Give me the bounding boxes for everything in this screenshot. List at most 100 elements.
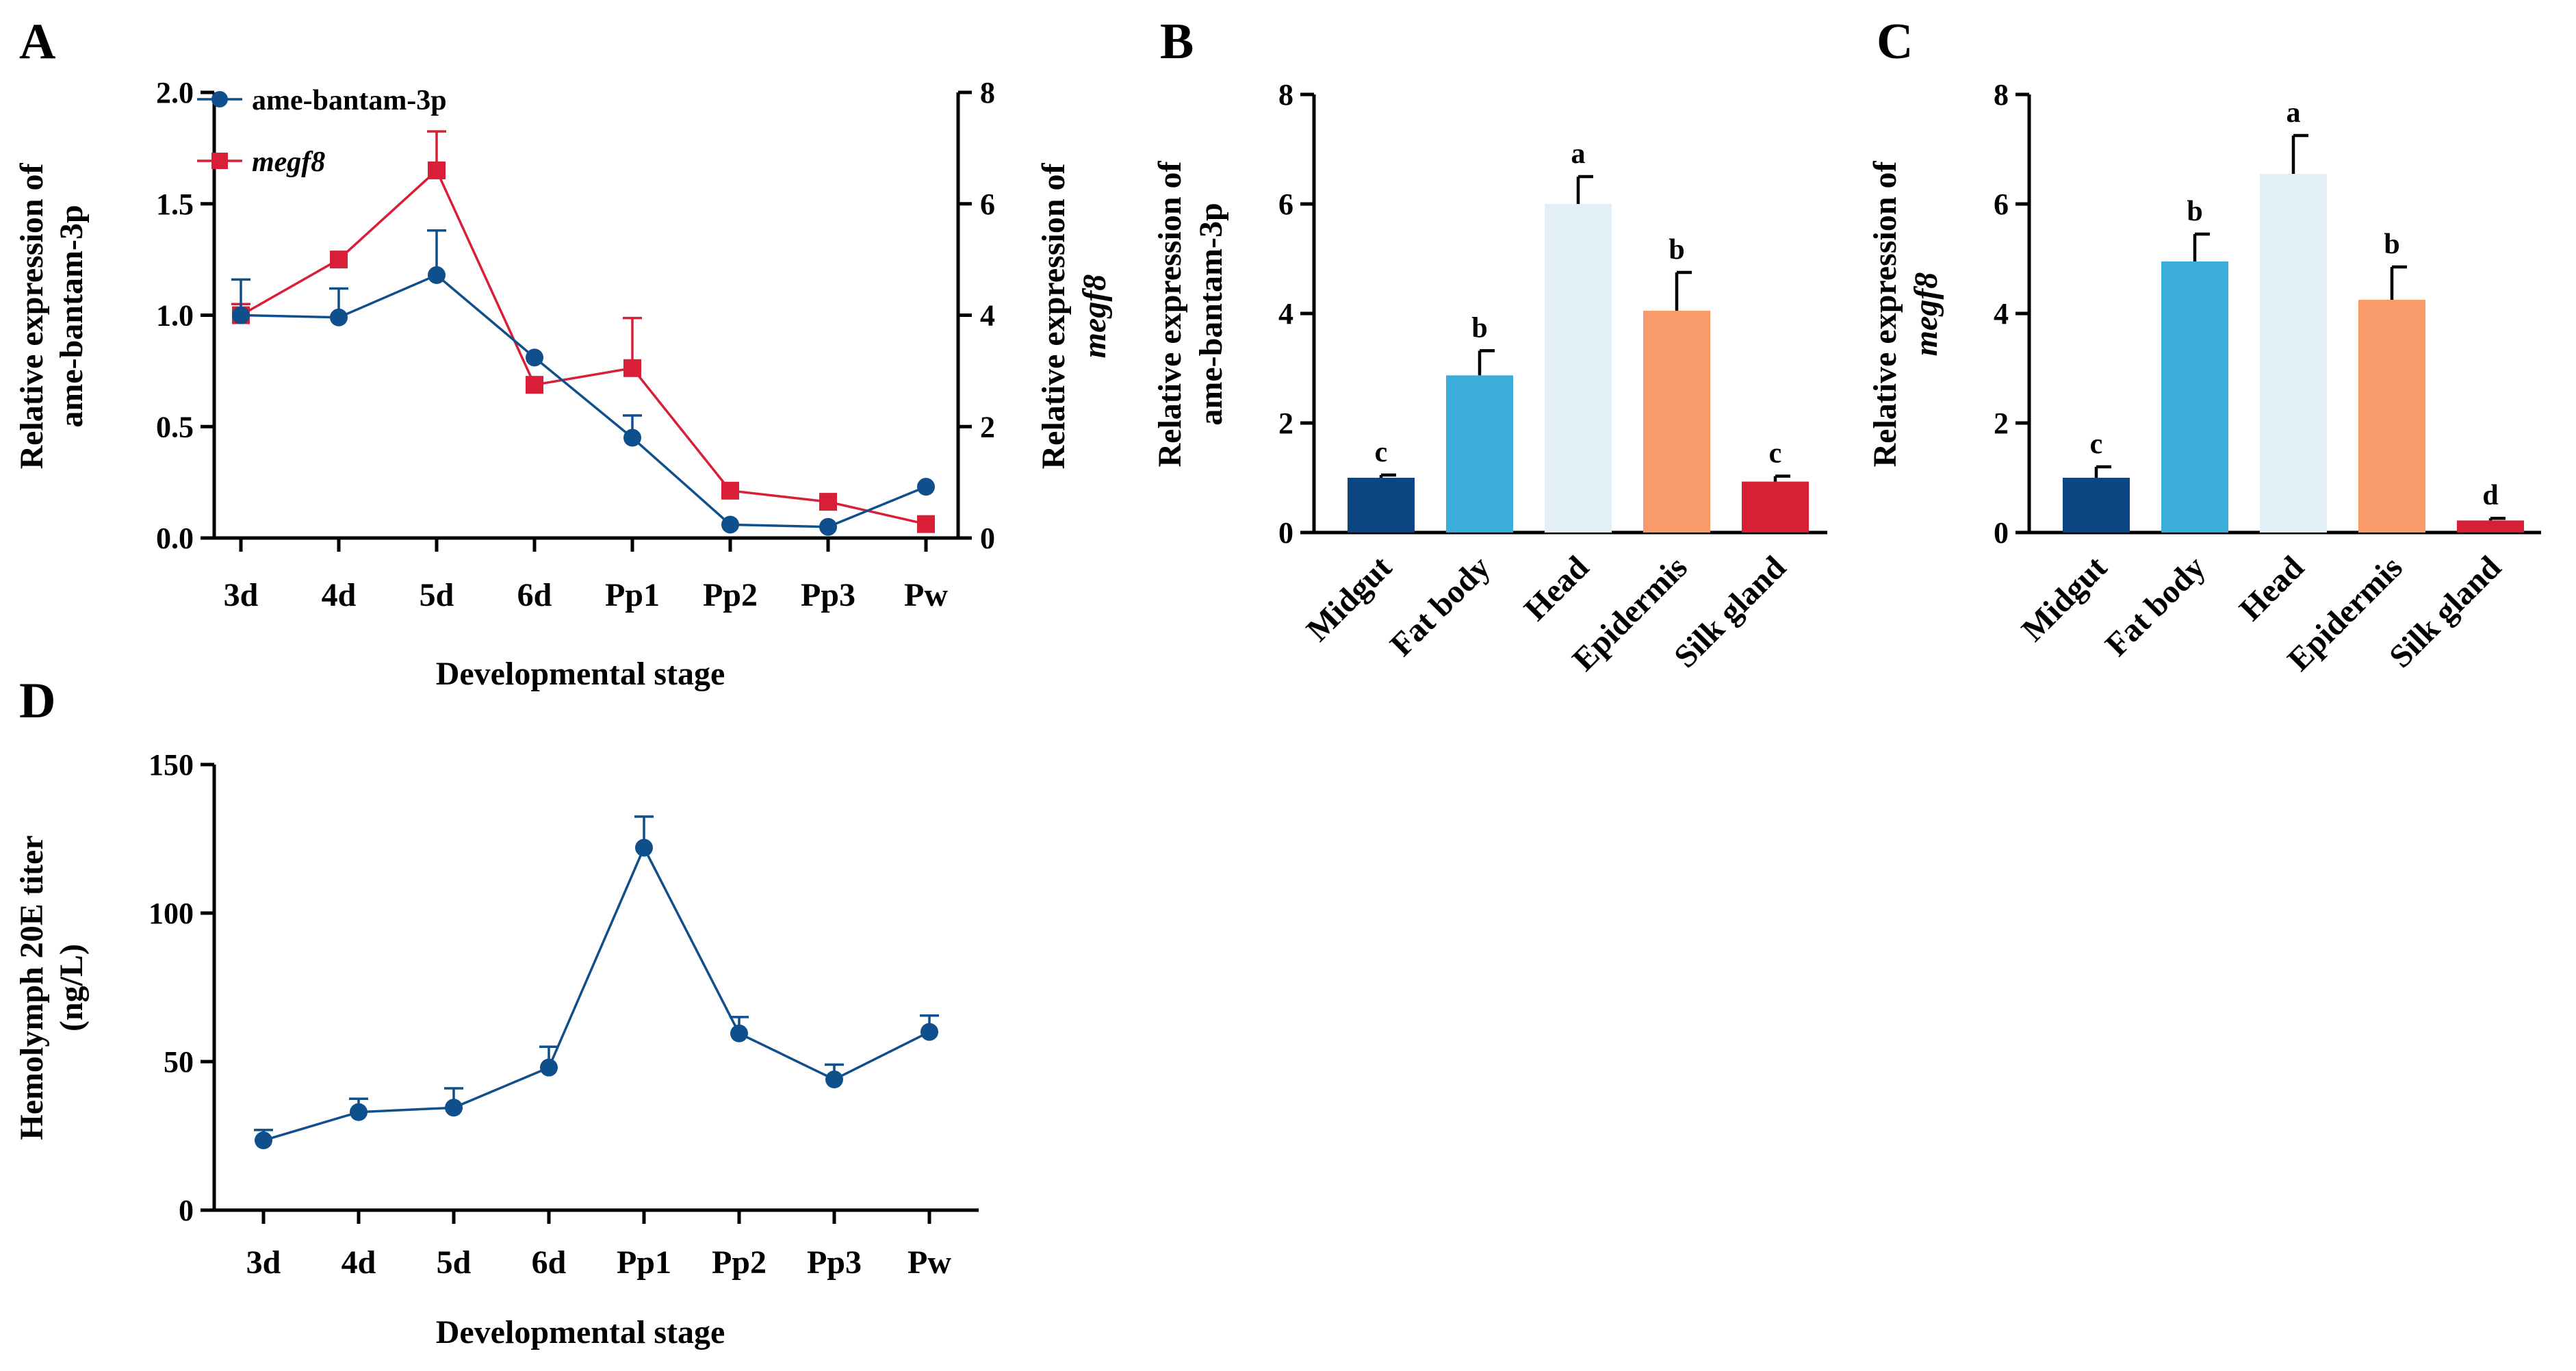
panel-a-right-tick-label-0: 0 [980,522,995,555]
panel-a-bantam-point-0 [232,306,250,324]
panel-b-x-label-0: Midgut [1300,549,1399,648]
panel-a-bantam-point-6 [819,517,837,536]
panel-b-y-tick-label-1: 2 [1278,407,1293,440]
panel-a-bantam-line [240,273,927,528]
panel-d-y-tick-label-3: 150 [149,748,194,782]
panel-c-letter-0: c [2090,428,2103,460]
panel-a-legend: ame-bantam-3p megf8 [197,85,447,178]
panel-b-letter-1: b [1471,312,1487,344]
panel-c-bars: c b a b d [2063,97,2524,533]
panel-d-x-label: Developmental stage [436,1314,725,1350]
panel-a-left-tick-label-1: 0.5 [156,410,194,444]
panel-b-y-tick-label-0: 0 [1278,516,1293,550]
panel-a-x-tick-label-5: Pp2 [703,577,758,613]
panel-c-bar-4 [2457,520,2524,533]
panel-a-megf8-point-3 [526,376,543,394]
panel-d-line [263,845,930,1142]
panel-b-y-tick-label-2: 4 [1278,297,1293,331]
panel-d-y-label-1: Hemolymph 20E titer [14,835,50,1140]
panel-b-y-ticks: 0 2 4 6 8 [1278,78,1314,550]
panel-a-bantam-point-7 [917,478,935,496]
panel-d-y-ticks: 0 50 100 150 [149,748,214,1227]
panel-a-bantam-point-3 [526,348,543,367]
panel-c-x-label-0: Midgut [2015,549,2114,648]
panel-d-x-tick-label-1: 4d [342,1244,376,1281]
panel-b-letter-0: c [1375,437,1388,468]
panel-c-letter-4: d [2482,480,2498,511]
panel-a-bantam-point-2 [428,266,446,284]
legend-marker-megf8 [211,153,228,169]
panel-d-y-tick-label-0: 0 [179,1194,194,1227]
panel-d-series [254,815,939,1150]
panel-a-y-label-right-1: Relative expression of [1035,162,1072,469]
panel-c-y-label-1: Relative expression of [1867,160,1903,467]
panel-c-y-tick-label-1: 2 [1994,407,2009,440]
panel-a-megf8-point-5 [721,481,739,500]
panel-a-x-tick-label-4: Pp1 [605,577,660,613]
legend-label-bantam: ame-bantam-3p [252,85,447,116]
panel-d-x-tick-label-2: 5d [437,1244,472,1281]
panel-b-x-label-1: Fat body [1383,549,1497,663]
panel-b-bar-2 [1545,204,1612,533]
panel-b-letter-4: c [1769,438,1782,470]
panel-a-megf8-point-4 [623,359,641,377]
panel-label-a: A [19,14,55,70]
panel-d-y-label-2: (ng/L) [53,944,90,1032]
panel-c-x-label-1: Fat body [2098,549,2213,663]
panel-b-letter-3: b [1669,234,1684,266]
panel-c-y-tick-label-2: 4 [1994,297,2009,331]
panel-a-left-tick-label-4: 2.0 [156,76,194,110]
panel-d-chart: 0 50 100 150 3d 4d 5d 6d Pp1 Pp2 Pp3 Pw Developmen… [14,748,979,1350]
panel-b-bars: c b a b c [1348,138,1809,533]
panel-a-megf8-line [240,168,927,526]
panel-a-x-tick-label-0: 3d [224,577,259,613]
panel-d-x-tick-label-6: Pp3 [807,1244,862,1281]
panel-d-x-tick-label-3: 6d [532,1244,567,1281]
panel-c-y-tick-label-3: 6 [1994,188,2009,221]
panel-c-x-label-2: Head [2232,549,2311,628]
panel-b-bar-3 [1643,311,1710,533]
panel-a-right-tick-label-4: 8 [980,76,995,110]
panel-a-megf8-point-7 [917,515,935,533]
panel-a-megf8-point-2 [428,161,446,179]
panel-a-x-tick-label-7: Pw [904,577,948,613]
panel-d-y-tick-label-2: 100 [149,897,194,930]
panel-c-letter-3: b [2384,229,2399,260]
panel-d-x-tick-label-7: Pw [907,1244,951,1281]
panel-a-y-label-right-2: megf8 [1077,274,1113,359]
panel-c-bar-3 [2358,300,2425,533]
panel-c-bar-0 [2063,478,2130,533]
panel-d-point-3 [540,1058,558,1077]
panel-a-bantam-point-1 [330,308,348,326]
panel-a-bantam-point-4 [623,428,641,447]
panel-a-left-tick-label-0: 0.0 [156,522,194,555]
panel-a-bantam-point-5 [721,515,739,534]
panel-label-d: D [19,673,55,729]
panel-d-x-tick-label-4: Pp1 [617,1244,671,1281]
panel-d-point-4 [635,838,653,857]
panel-a-x-ticks: 3d 4d 5d 6d Pp1 Pp2 Pp3 Pw [224,538,948,613]
panel-b-bar-0 [1348,478,1415,533]
panel-a-y-label-left-1: Relative expression of [14,162,50,469]
panel-d-point-5 [730,1024,748,1042]
panel-b-bar-4 [1742,481,1809,533]
panel-a-left-tick-label-2: 1.0 [156,299,194,333]
panel-a-y-label-left-2: ame-bantam-3p [53,205,90,427]
panel-a-x-tick-label-3: 6d [517,577,552,613]
panel-a-right-tick-label-3: 6 [980,188,995,221]
panel-b-y-label-2: ame-bantam-3p [1193,203,1229,425]
panel-a-left-ticks: 0.0 0.5 1.0 1.5 2.0 [156,76,214,555]
panel-b-y-tick-label-3: 6 [1278,188,1293,221]
panel-d-point-2 [445,1099,463,1117]
panel-a-x-label: Developmental stage [436,656,725,692]
panel-d-point-7 [920,1023,938,1041]
panel-a-x-tick-label-1: 4d [322,577,357,613]
panel-a-x-tick-label-6: Pp3 [801,577,855,613]
panel-c-letter-2: a [2287,97,2301,129]
panel-a-right-ticks: 0 2 4 6 8 [958,76,995,555]
panel-c-bar-2 [2260,174,2327,533]
